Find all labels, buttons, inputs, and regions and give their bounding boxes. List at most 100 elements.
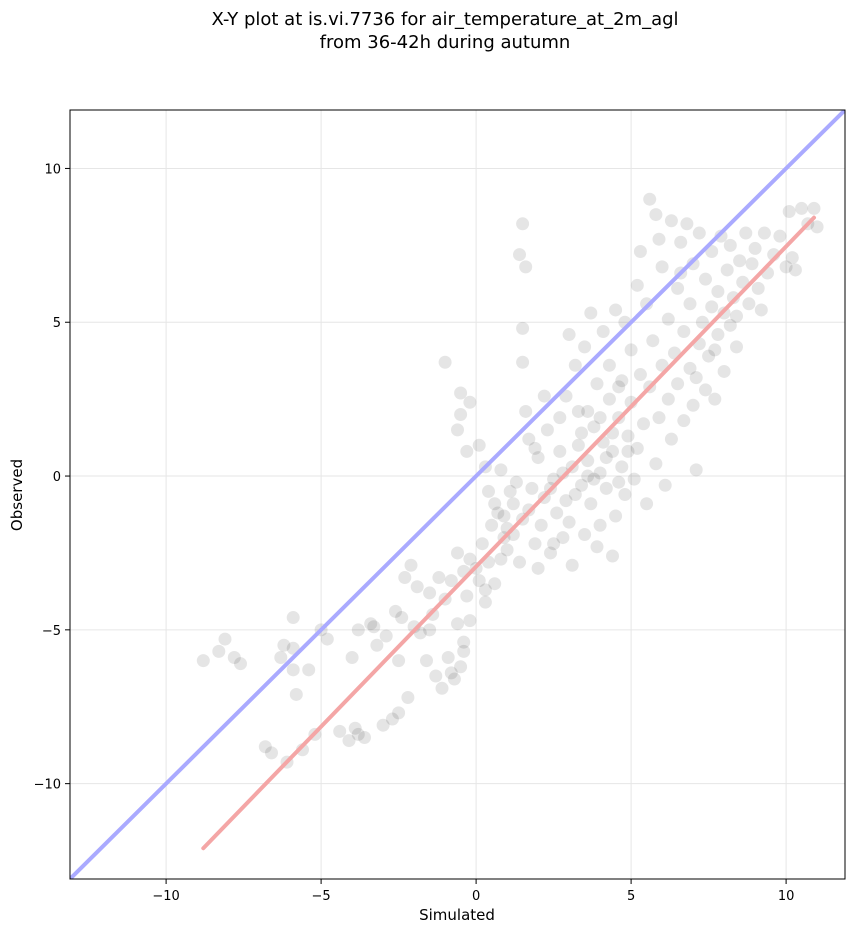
chart-title-line-2: from 36-42h during autumn	[320, 32, 571, 53]
data-point	[615, 460, 629, 474]
data-point	[553, 444, 567, 458]
data-point	[556, 531, 570, 545]
identity-line	[70, 110, 845, 879]
data-point	[705, 300, 719, 314]
data-point	[525, 481, 539, 495]
data-point	[398, 571, 412, 585]
data-point	[286, 663, 300, 677]
data-point	[348, 721, 362, 735]
data-point	[655, 260, 669, 274]
data-point	[624, 343, 638, 357]
data-point	[265, 746, 278, 760]
data-point	[593, 411, 607, 425]
data-point	[602, 392, 616, 406]
data-point	[730, 340, 743, 354]
data-point	[444, 666, 458, 680]
data-point	[587, 472, 601, 486]
data-point	[575, 426, 588, 440]
data-point	[733, 254, 747, 268]
data-point	[351, 623, 365, 637]
data-points	[196, 192, 824, 769]
data-point	[575, 478, 588, 492]
y-tick-label: −10	[34, 778, 61, 793]
data-point	[754, 303, 768, 317]
data-point	[516, 321, 530, 335]
regression-line	[201, 215, 816, 851]
data-point	[621, 444, 635, 458]
data-point	[658, 478, 672, 492]
data-point	[664, 432, 678, 446]
data-point	[463, 395, 477, 409]
data-point	[522, 432, 536, 446]
data-point	[497, 509, 511, 523]
data-point	[302, 663, 316, 677]
data-point	[723, 318, 737, 332]
data-point	[451, 423, 464, 437]
data-point	[457, 635, 471, 649]
data-point	[196, 654, 210, 668]
data-point	[460, 589, 474, 603]
data-point	[258, 740, 272, 754]
data-point	[392, 654, 406, 668]
x-tick-label: −10	[152, 889, 179, 904]
data-point	[516, 217, 530, 231]
data-point	[643, 192, 657, 206]
data-point	[454, 386, 468, 400]
data-point	[234, 657, 247, 671]
data-point	[320, 632, 334, 646]
data-point	[435, 681, 449, 695]
data-point	[593, 518, 607, 532]
data-point	[385, 712, 399, 726]
data-point	[274, 651, 288, 665]
data-point	[503, 484, 517, 498]
data-point	[664, 214, 678, 228]
data-point	[810, 220, 824, 234]
data-point	[379, 629, 393, 643]
data-point	[367, 620, 381, 634]
data-point	[711, 328, 725, 342]
data-point	[358, 731, 371, 745]
data-point	[345, 651, 359, 665]
data-point	[277, 638, 291, 652]
data-point	[609, 303, 623, 317]
data-point	[457, 644, 471, 658]
data-point	[627, 472, 641, 486]
data-point	[606, 549, 619, 563]
data-point	[562, 328, 576, 342]
data-point	[671, 377, 685, 391]
data-point	[751, 281, 765, 295]
data-point	[674, 235, 688, 249]
data-point	[370, 638, 384, 652]
data-point	[677, 324, 691, 338]
y-tick-label: 0	[53, 470, 61, 485]
data-point	[633, 368, 647, 382]
data-point	[472, 438, 486, 452]
data-point	[661, 392, 675, 406]
data-point	[534, 518, 548, 532]
data-point	[519, 260, 533, 274]
data-point	[395, 611, 409, 625]
data-point	[581, 404, 595, 418]
data-point	[537, 389, 551, 403]
data-point	[748, 241, 762, 255]
x-tick-label: 10	[778, 889, 795, 904]
y-tick-label: −5	[42, 624, 61, 639]
data-point	[686, 257, 700, 271]
data-point	[444, 574, 458, 588]
data-point	[544, 546, 557, 560]
x-axis-label: Simulated	[419, 906, 495, 924]
axis-ticks: −10 −5 0 5 10 −10 −5 0 5 10	[34, 162, 795, 904]
x-tick-label: 5	[627, 889, 635, 904]
data-point	[590, 540, 604, 554]
data-point	[426, 607, 440, 621]
data-point	[491, 506, 505, 520]
data-point	[646, 334, 660, 348]
data-point	[652, 411, 666, 425]
data-point	[692, 226, 706, 240]
data-point	[711, 284, 725, 298]
data-point	[773, 229, 787, 243]
data-point	[652, 232, 666, 246]
data-point	[478, 595, 492, 609]
data-point	[571, 404, 585, 418]
